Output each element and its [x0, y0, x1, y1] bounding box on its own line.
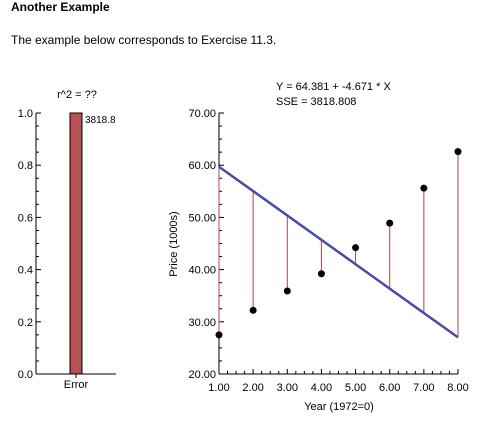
- scatter-x-tick-label: 3.00: [277, 382, 298, 394]
- section-heading: Another Example: [11, 0, 110, 14]
- data-point: [249, 306, 257, 314]
- bar-y-tick-label: 0.6: [18, 212, 33, 224]
- regression-equation: Y = 64.381 + -4.671 * X: [276, 81, 391, 93]
- data-point: [317, 270, 325, 278]
- scatter-y-tick-label: 50.00: [188, 212, 216, 224]
- data-point: [386, 219, 394, 227]
- scatter-axes: 20.00 30.00 40.00 50.00 60.00 70.00 1.00 2.00 3.…: [188, 108, 468, 394]
- y-axis-label: Price (1000s): [168, 211, 180, 276]
- bar-y-tick-label: 1.0: [18, 108, 33, 120]
- scatter-y-tick-label: 70.00: [188, 108, 216, 120]
- scatter-x-tick-label: 4.00: [311, 382, 332, 394]
- bar-chart-marks: 3818.8: [69, 112, 116, 375]
- scatter-y-tick-label: 40.00: [188, 265, 216, 277]
- scatter-x-tick-label: 1.00: [208, 382, 229, 394]
- bar-y-tick-label: 0.4: [18, 265, 33, 277]
- regression-scatter-chart: Y = 64.381 + -4.671 * X SSE = 3818.808 2…: [168, 81, 469, 413]
- scatter-x-tick-label: 7.00: [413, 382, 434, 394]
- regression-line: [218, 165, 459, 339]
- bar-y-tick-label: 0.0: [18, 369, 33, 381]
- scatter-x-tick-label: 6.00: [379, 382, 400, 394]
- bar-chart-title: r^2 = ??: [57, 89, 97, 101]
- scatter-x-tick-label: 8.00: [447, 382, 468, 394]
- scatter-x-tick-label: 5.00: [345, 382, 366, 394]
- data-point: [283, 287, 291, 295]
- data-point: [352, 244, 360, 252]
- bar-error: [69, 112, 83, 375]
- x-axis-label: Year (1972=0): [304, 401, 374, 413]
- scatter-marks: [215, 148, 462, 339]
- bar-chart-axes: 0.0 0.2 0.4 0.6 0.8 1.0: [18, 108, 116, 381]
- intro-text: The example below corresponds to Exercis…: [11, 33, 277, 47]
- bar-data-label: 3818.8: [85, 115, 116, 126]
- bar-y-tick-label: 0.8: [18, 160, 33, 172]
- bar-y-tick-label: 0.2: [18, 317, 33, 329]
- data-point: [454, 148, 462, 156]
- sse-label: SSE = 3818.808: [276, 96, 356, 108]
- data-point: [420, 184, 428, 192]
- scatter-y-tick-label: 60.00: [188, 160, 216, 172]
- r2-bar-chart: r^2 = ?? 0.0 0.2 0.4 0.6 0.8 1.0 3818.8 Error: [18, 89, 116, 391]
- data-point: [215, 331, 223, 339]
- scatter-x-tick-label: 2.00: [242, 382, 263, 394]
- scatter-y-tick-label: 30.00: [188, 317, 216, 329]
- bar-category-label: Error: [64, 379, 89, 391]
- scatter-y-tick-label: 20.00: [188, 369, 216, 381]
